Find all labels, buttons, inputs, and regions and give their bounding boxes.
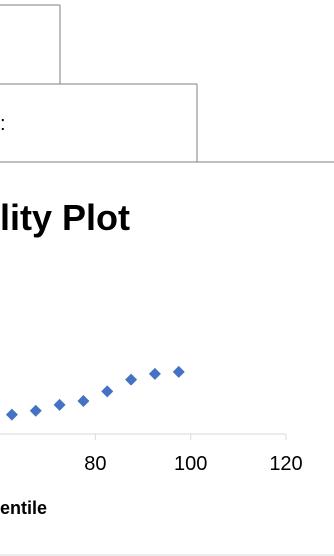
data-point-marker bbox=[5, 408, 18, 421]
data-point-marker bbox=[77, 395, 90, 408]
x-axis-tick-labels: 80 100 120 bbox=[84, 453, 302, 475]
cell-text-fragment: : bbox=[0, 113, 6, 135]
data-point-marker bbox=[29, 404, 42, 417]
x-tick-label: 100 bbox=[174, 453, 207, 475]
x-axis-ticks bbox=[94, 434, 287, 440]
data-point-marker bbox=[101, 385, 114, 398]
spreadsheet-cells: : bbox=[0, 4, 334, 163]
chart-title: lity Plot bbox=[0, 197, 130, 238]
data-point-marker bbox=[53, 398, 66, 411]
data-point-marker bbox=[172, 365, 185, 378]
x-axis-title: entile bbox=[0, 498, 47, 518]
x-tick-label: 120 bbox=[269, 453, 302, 475]
data-point-marker bbox=[125, 373, 138, 386]
data-point-marker bbox=[148, 367, 161, 380]
x-tick-label: 80 bbox=[84, 453, 106, 475]
data-points bbox=[5, 365, 185, 421]
